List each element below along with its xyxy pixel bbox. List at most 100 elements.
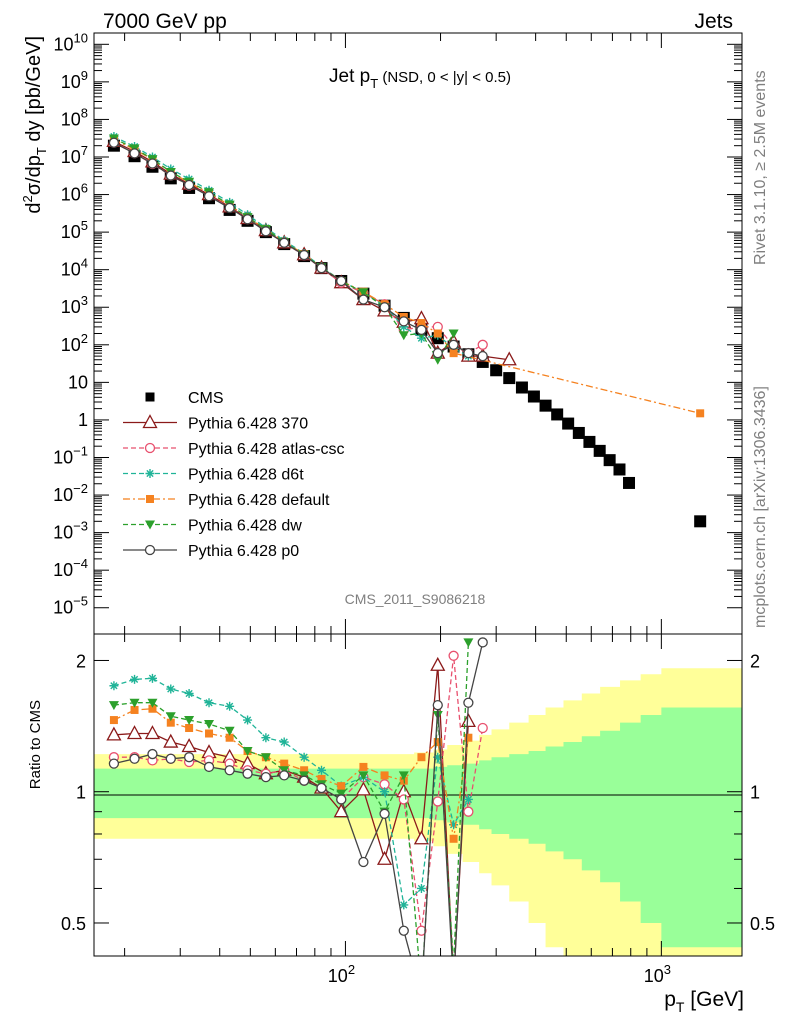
- legend-label: Pythia 6.428 p0: [188, 543, 299, 560]
- ratio-series-pythia-6-428-370: [106, 656, 476, 956]
- data-point-pythia-6-428-default-18: [449, 349, 458, 358]
- x-axis-label: pT [GeV]: [664, 988, 744, 1015]
- ratio-point-pythia-6-428-dw-12: [336, 789, 347, 799]
- ratio-point-pythia-6-428-p0-19: [463, 697, 474, 708]
- data-point-pythia-6-428-default-16: [417, 319, 426, 328]
- ratio-point-pythia-6-428-d6t-6: [225, 701, 235, 711]
- ratio-point-pythia-6-428-default-10: [300, 766, 309, 775]
- ratio-point-pythia-6-428-dw-5: [204, 719, 215, 729]
- ratio-point-pythia-6-428-default-3: [166, 718, 175, 727]
- ratio-point-pythia-6-428-default-0: [109, 716, 118, 725]
- ratio-axes: 0.5 0.5 1 1 2 2 102 103: [61, 634, 775, 986]
- data-point-pythia-6-428-p0-7: [242, 214, 253, 225]
- ratio-point-pythia-6-428-d6t-19: [463, 794, 473, 804]
- series-line-pythia-6-428-default: [113, 139, 701, 414]
- ratio-point-pythia-6-428-dw-2: [147, 698, 158, 708]
- ratio-point-pythia-6-428-dw-4: [184, 716, 195, 726]
- main-y-axis: 10−5 10−4 10−3 10−2 10−1 1 10 102 103 104 105 106 10…: [53, 30, 742, 634]
- data-point-pythia-6-428-p0-1: [129, 148, 140, 159]
- ratio-point-pythia-6-428-default-17: [433, 738, 442, 747]
- ratio-point-pythia-6-428-dw-7: [242, 746, 253, 756]
- watermark: CMS_2011_S9086218: [345, 591, 486, 607]
- series-pythia-6-428-default: [109, 135, 705, 418]
- data-point-pythia-6-428-p0-10: [298, 249, 310, 261]
- header-right: Jets: [694, 10, 733, 33]
- data-point-cms-25: [539, 399, 552, 412]
- band-inner: [94, 707, 742, 948]
- ratio-point-pythia-6-428-370-14: [376, 850, 393, 865]
- plot-title: Jet pT (NSD, 0 < |y| < 0.5): [329, 66, 511, 91]
- ratio-point-pythia-6-428-370-3: [163, 733, 179, 748]
- ratio-point-pythia-6-428-370-1: [126, 725, 143, 740]
- ratio-point-pythia-6-428-d6t-14: [380, 787, 390, 797]
- ratio-point-pythia-6-428-d6t-17: [433, 752, 443, 762]
- ratio-point-pythia-6-428-default-12: [337, 782, 346, 791]
- legend-entry-pythia-6-428-d6t: Pythia 6.428 d6t: [123, 467, 304, 484]
- ratio-y-tick-label-right-1: 1: [750, 783, 760, 803]
- y-tick-label-13: 108: [61, 105, 88, 129]
- ratio-series-pythia-6-428-dw: [108, 638, 474, 996]
- ratio-point-pythia-6-428-default-19: [464, 733, 473, 742]
- ratio-point-pythia-6-428-p0-20: [477, 637, 488, 648]
- legend-entry-pythia-6-428-dw: Pythia 6.428 dw: [123, 518, 302, 535]
- ratio-point-pythia-6-428-p0-6: [224, 765, 235, 776]
- ratio-point-pythia-6-428-370-17: [430, 656, 446, 671]
- data-point-cms-26: [551, 408, 564, 421]
- legend-entry-pythia-6-428-p0: Pythia 6.428 p0: [123, 543, 299, 560]
- ratio-point-pythia-6-428-p0-8: [260, 772, 272, 783]
- data-point-pythia-6-428-p0-5: [203, 191, 215, 202]
- legend-label: Pythia 6.428 370: [188, 416, 308, 433]
- legend-label: Pythia 6.428 d6t: [188, 467, 304, 484]
- data-point-pythia-6-428-dw-18: [448, 329, 459, 339]
- ratio-point-pythia-6-428-p0-1: [129, 753, 140, 764]
- ratio-point-pythia-6-428-default-6: [225, 733, 234, 742]
- ratio-y-tick-label-left-2: 2: [76, 651, 86, 671]
- ratio-point-pythia-6-428-default-2: [148, 704, 157, 713]
- ratio-plot-frame: [93, 633, 743, 957]
- data-point-pythia-6-428-p0-0: [108, 137, 120, 148]
- data-point-pythia-6-428-dw-17: [432, 355, 443, 365]
- data-point-pythia-6-428-dw-15: [398, 331, 409, 341]
- y-tick-label-9: 104: [61, 256, 88, 280]
- ratio-point-pythia-6-428-p0-17: [432, 699, 443, 711]
- data-point-pythia-6-428-p0-9: [279, 237, 290, 248]
- ratio-point-pythia-6-428-default-5: [205, 729, 214, 738]
- data-point-cms-21: [490, 364, 503, 377]
- ratio-line-pythia-6-428-d6t: [113, 677, 469, 907]
- data-point-pythia-6-428-p0-3: [165, 170, 176, 181]
- y-tick-label-3: 10−2: [53, 481, 88, 505]
- ratio-line-pythia-6-428-default: [113, 708, 470, 839]
- ratio-point-pythia-6-428-atlas-csc-15: [398, 794, 409, 805]
- ratio-y-tick-label-right-0: 0.5: [750, 914, 775, 934]
- ratio-point-pythia-6-428-atlas-csc-17: [432, 796, 443, 807]
- data-point-cms-31: [603, 454, 616, 467]
- ratio-point-pythia-6-428-default-9: [280, 759, 289, 768]
- data-point-pythia-6-428-d6t-15: [399, 322, 409, 332]
- ratio-point-pythia-6-428-dw-16: [416, 987, 426, 996]
- data-point-pythia-6-428-p0-16: [416, 324, 427, 336]
- ratio-point-pythia-6-428-p0-9: [279, 770, 290, 781]
- ratio-point-pythia-6-428-d6t-8: [261, 733, 271, 743]
- ratio-point-pythia-6-428-dw-1: [129, 698, 140, 708]
- ratio-point-pythia-6-428-d6t-11: [317, 765, 327, 775]
- ratio-point-pythia-6-428-atlas-csc-19: [463, 806, 474, 817]
- ratio-y-tick-label-right-2: 2: [750, 651, 760, 671]
- ratio-point-pythia-6-428-d6t-1: [130, 674, 140, 684]
- data-point-cms-34: [694, 515, 707, 528]
- ratio-point-pythia-6-428-d6t-7: [243, 715, 253, 725]
- ratio-point-pythia-6-428-d6t-3: [166, 684, 176, 694]
- data-point-pythia-6-428-p0-4: [183, 179, 195, 191]
- legend-marker: [145, 469, 155, 478]
- ratio-point-pythia-6-428-p0-11: [316, 782, 327, 794]
- ratio-point-pythia-6-428-dw-0: [108, 701, 119, 711]
- data-point-cms-22: [503, 372, 516, 385]
- data-point-pythia-6-428-p0-2: [147, 158, 158, 169]
- ratio-point-pythia-6-428-default-1: [130, 705, 139, 714]
- ratio-point-pythia-6-428-d6t-10: [299, 752, 309, 762]
- series-line-pythia-6-428-d6t: [113, 136, 469, 357]
- ratio-point-pythia-6-428-370-16: [413, 830, 430, 845]
- ratio-series-pythia-6-428-p0: [108, 637, 488, 1001]
- ratio-point-pythia-6-428-p0-16: [417, 992, 426, 1001]
- ratio-point-pythia-6-428-370-4: [181, 738, 197, 753]
